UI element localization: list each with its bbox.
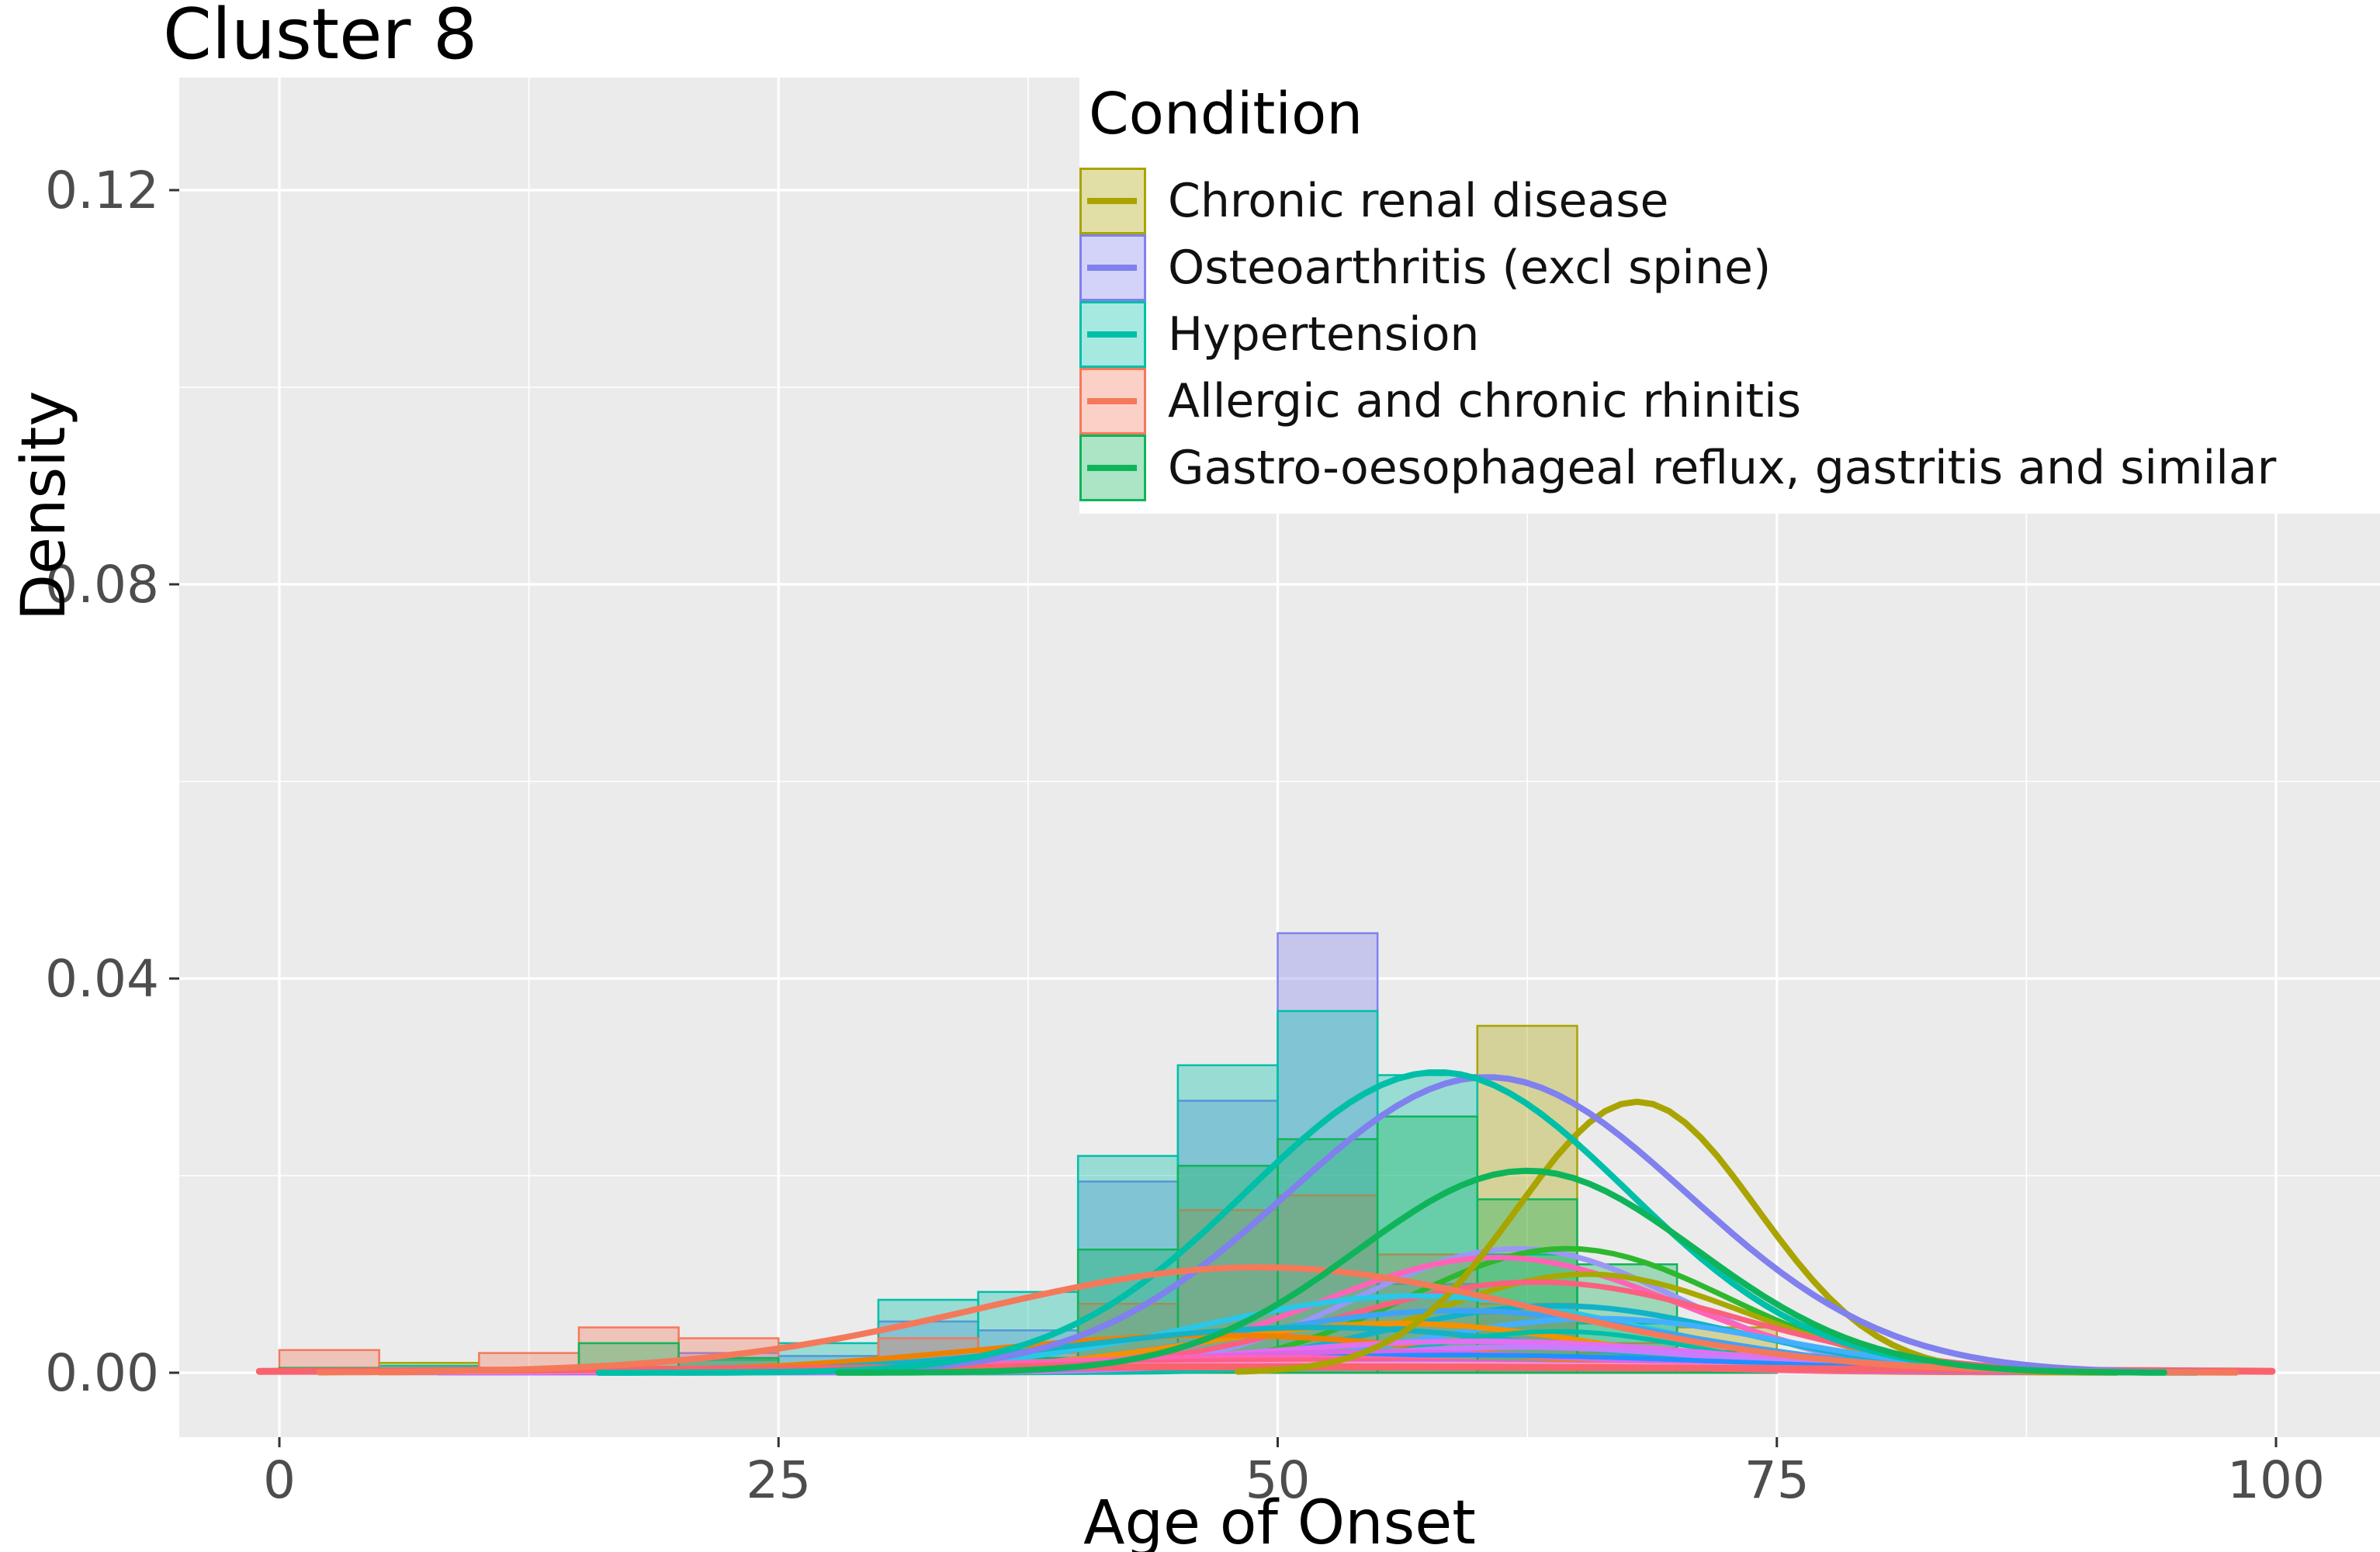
legend-key-line (1087, 398, 1138, 404)
y-tick-label: 0.12 (45, 161, 159, 220)
density-curve-main (316, 1264, 2240, 1376)
legend-item-label: Osteoarthritis (excl spine) (1168, 241, 1772, 295)
legend-item-1: Chronic renal disease (1079, 168, 2380, 234)
legend-title: Condition (1089, 81, 1363, 147)
x-tick-label: 50 (1245, 1450, 1311, 1510)
legend-key-line (1087, 265, 1138, 271)
legend-item-3: Hypertension (1079, 301, 2380, 368)
legend-key-line (1087, 331, 1138, 338)
legend-item-4: Allergic and chronic rhinitis (1079, 368, 2380, 435)
x-tick-label: 75 (1744, 1450, 1810, 1510)
y-tick-label: 0.00 (45, 1343, 159, 1403)
panel-group (179, 78, 2380, 1437)
legend-key-line (1087, 198, 1138, 204)
x-tick-label: 25 (746, 1450, 811, 1510)
legend-key-swatch (1079, 301, 1146, 368)
y-tick-label: 0.08 (45, 555, 159, 615)
legend-rows: Chronic renal disease Osteoarthritis (exc… (1079, 168, 2380, 501)
legend-key-swatch (1079, 168, 1146, 234)
x-tick-label: 100 (2227, 1450, 2325, 1510)
legend-item-label: Hypertension (1168, 307, 1480, 362)
legend-key-swatch (1079, 435, 1146, 501)
legend-item-label: Chronic renal disease (1168, 174, 1669, 228)
y-axis-title: Density (9, 390, 79, 621)
legend-key-swatch (1079, 234, 1146, 301)
x-axis-title: Age of Onset (1083, 1488, 1476, 1552)
legend-key-swatch (1079, 368, 1146, 435)
legend-item-label: Gastro-oesophageal reflux, gastritis and… (1168, 441, 2277, 495)
legend-item-2: Osteoarthritis (excl spine) (1079, 234, 2380, 301)
x-tick-label: 0 (263, 1450, 296, 1510)
density-curve-main (835, 1167, 2167, 1376)
chart-title: Cluster 8 (163, 0, 478, 75)
legend: Condition Chronic renal disease Osteoarth… (1079, 78, 2380, 514)
legend-key-line (1087, 465, 1138, 471)
legend-item-5: Gastro-oesophageal reflux, gastritis and… (1079, 435, 2380, 501)
y-tick-label: 0.04 (45, 949, 159, 1009)
legend-item-label: Allergic and chronic rhinitis (1168, 374, 1801, 428)
